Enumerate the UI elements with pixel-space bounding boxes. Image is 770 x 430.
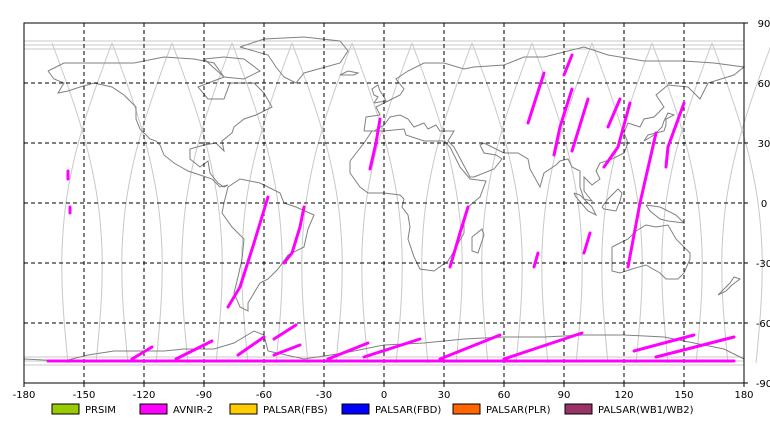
avnir2-observation-segment	[532, 251, 540, 269]
legend-swatch	[564, 403, 593, 415]
x-tick-label: -30	[316, 390, 332, 401]
avnir2-observation-segment	[606, 97, 622, 129]
x-tick-label: 0	[381, 390, 387, 401]
legend-item: PALSAR(PLR)	[452, 403, 551, 416]
legend-label: PALSAR(FBS)	[263, 405, 328, 416]
orbit-track	[171, 42, 223, 364]
graticule	[24, 23, 744, 383]
avnir2-observation-segment	[282, 205, 306, 265]
y-tick-label: -90	[756, 379, 770, 390]
orbit-track	[241, 42, 293, 364]
y-tick-label: 30	[758, 139, 770, 150]
sumatra-coast	[573, 192, 598, 217]
legend-swatch	[139, 403, 168, 415]
orbit-track	[291, 42, 343, 364]
avnir2-observation-segment	[626, 131, 658, 269]
avnir2-observation-segment	[562, 53, 574, 77]
avnir2-observation-segment	[368, 117, 382, 171]
avnir2-observation-segment	[272, 343, 302, 357]
y-tick-label: 90	[758, 19, 770, 30]
legend-label: PALSAR(PLR)	[486, 405, 551, 416]
x-tick-label: -120	[133, 390, 156, 401]
x-tick-label: -90	[196, 390, 212, 401]
orbit-track	[361, 42, 413, 364]
north-america-coast	[47, 56, 273, 188]
x-tick-label: -60	[256, 390, 272, 401]
legend-swatch	[341, 403, 370, 415]
x-tick-label: 180	[734, 390, 753, 401]
legend-label: PALSAR(WB1/WB2)	[598, 405, 694, 416]
avnir2-observation-segment	[526, 71, 546, 125]
avnir2-observation-segment	[362, 337, 422, 359]
orbit-track	[591, 42, 643, 364]
y-tick-label: 0	[761, 199, 767, 210]
greenland-coast	[239, 36, 349, 84]
avnir2-observation-segment	[448, 205, 470, 269]
avnir2-observation-segment	[326, 341, 370, 361]
x-tick-label: 30	[438, 390, 451, 401]
legend-item: PALSAR(FBD)	[341, 403, 441, 416]
avnir2-observation-segment	[438, 333, 502, 361]
x-tick-label: 60	[498, 390, 511, 401]
british-isles-coast	[371, 84, 387, 104]
orbit-track	[661, 42, 713, 364]
borneo-coast	[601, 188, 623, 212]
legend-item: PRSIM	[51, 403, 116, 416]
avnir2-observation-segment	[552, 87, 574, 157]
y-tick-label: -30	[756, 259, 770, 270]
africa-coast	[349, 128, 487, 272]
new-guinea-coast	[645, 204, 686, 224]
x-tick-label: 90	[558, 390, 571, 401]
avnir2-observation-segment	[654, 335, 736, 359]
avnir2-observation-segment	[272, 323, 298, 341]
x-axis-ticks: -180 -150 -120 -90 -60 -30 0 30 60 90 120 150 180	[13, 383, 754, 401]
legend-swatch	[51, 403, 80, 415]
legend-item: AVNIR-2	[139, 403, 213, 416]
legend: PRSIM AVNIR-2 PALSAR(FBS) PALSAR(FBD) PALSAR…	[51, 403, 694, 416]
legend-label: AVNIR-2	[173, 405, 213, 416]
new-zealand-coast	[717, 276, 742, 296]
avnir2-observation-segment	[174, 339, 214, 361]
y-tick-label: -60	[756, 319, 770, 330]
x-tick-label: 120	[614, 390, 633, 401]
avnir2-observation-segment	[664, 101, 686, 169]
y-axis-ticks: 90 60 30 0 -30 -60 -90	[744, 19, 770, 390]
avnir2-observation-segment	[130, 345, 154, 361]
y-tick-label: 60	[758, 79, 770, 90]
legend-swatch	[229, 403, 258, 415]
legend-label: PALSAR(FBD)	[375, 405, 441, 416]
avnir2-observation-segment	[582, 231, 592, 255]
avnir2-observation-segment	[602, 101, 632, 169]
avnir2-observation-segment	[502, 331, 584, 361]
australia-coast	[611, 224, 691, 280]
x-tick-label: 150	[674, 390, 693, 401]
x-tick-label: -180	[13, 390, 36, 401]
avnir2-observation-segment	[226, 195, 270, 309]
x-tick-label: -150	[73, 390, 96, 401]
legend-item: PALSAR(WB1/WB2)	[564, 403, 694, 416]
observation-segments	[46, 53, 736, 363]
avnir2-observation-segment	[570, 97, 590, 153]
madagascar-coast	[471, 228, 485, 254]
iceland-coast	[339, 70, 360, 76]
orbit-track	[711, 42, 763, 364]
eurasia-coast	[363, 46, 746, 202]
avnir2-observation-segment	[632, 333, 696, 353]
legend-label: PRSIM	[85, 405, 116, 416]
legend-item: PALSAR(FBS)	[229, 403, 328, 416]
avnir2-observation-segment	[236, 335, 266, 357]
legend-swatch	[452, 403, 481, 415]
